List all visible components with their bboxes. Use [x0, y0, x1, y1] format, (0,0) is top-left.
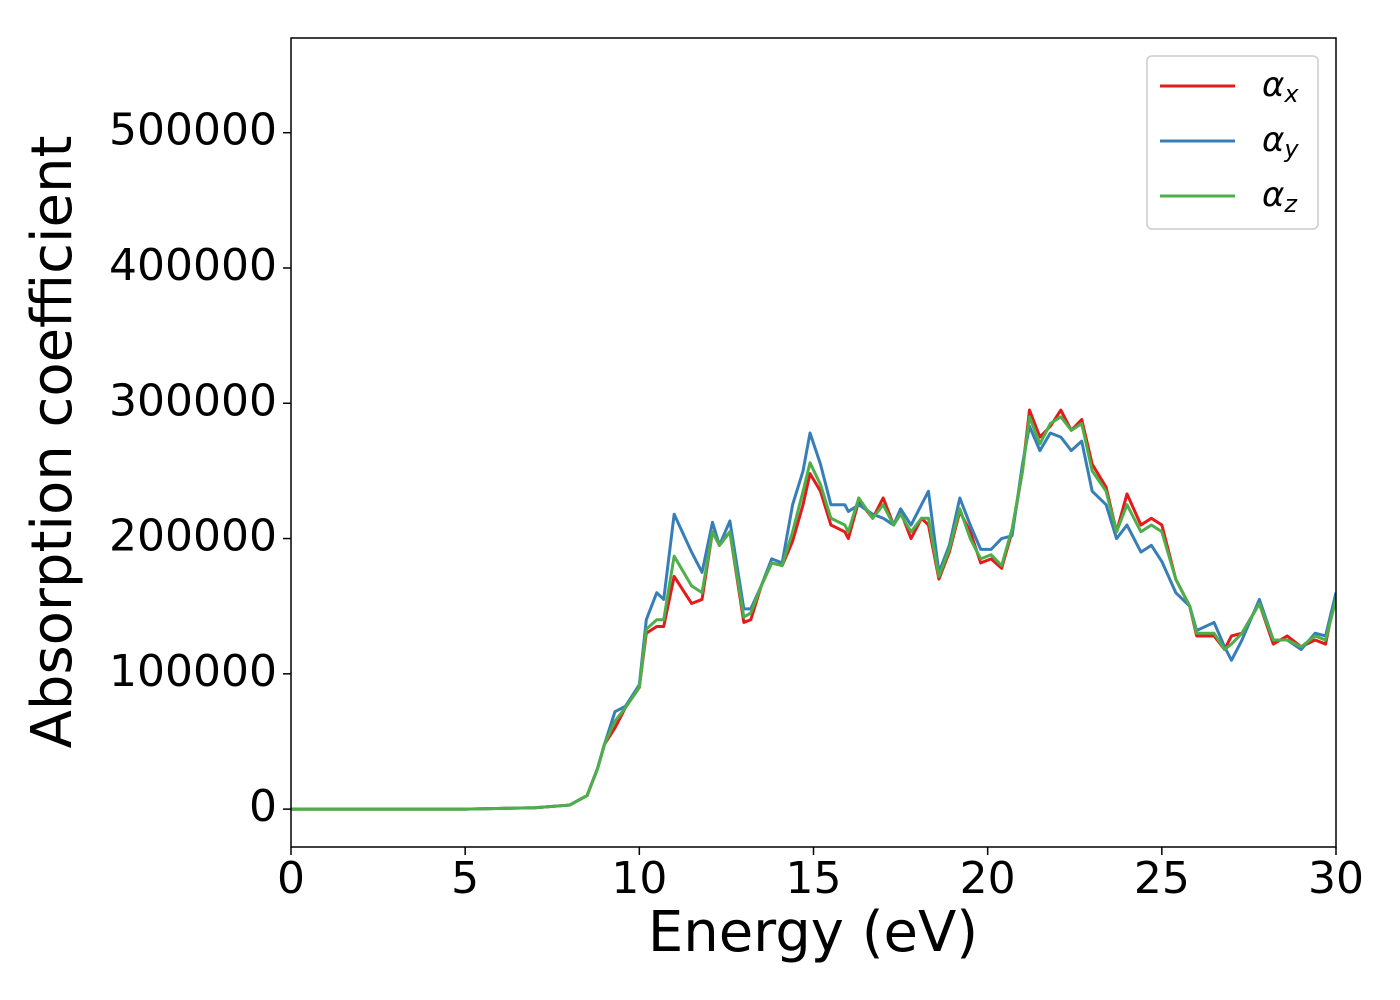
x-tick-label: 20: [960, 853, 1016, 904]
y-tick-label: 100000: [109, 646, 277, 697]
plot-frame: [290, 37, 1337, 848]
series-line: [291, 415, 1336, 811]
series-line: [291, 424, 1336, 811]
y-tick-label: 300000: [109, 375, 277, 426]
legend-label: αx: [1262, 65, 1299, 109]
y-tick-label: 400000: [109, 240, 277, 291]
legend-label: αz: [1262, 175, 1298, 219]
x-axis-label: Energy (eV): [648, 900, 978, 965]
x-tick-label: 10: [611, 853, 667, 904]
x-tick-label: 30: [1308, 853, 1364, 904]
x-tick-label: 0: [277, 853, 305, 904]
legend-label: αy: [1262, 120, 1299, 164]
x-tick-label: 5: [451, 853, 479, 904]
x-tick-label: 15: [786, 853, 842, 904]
y-axis-label: Absorption coefficient: [20, 136, 85, 749]
x-tick-label: 25: [1134, 853, 1190, 904]
y-tick-label: 0: [249, 781, 277, 832]
y-tick-label: 500000: [109, 105, 277, 156]
y-tick-label: 200000: [109, 511, 277, 562]
